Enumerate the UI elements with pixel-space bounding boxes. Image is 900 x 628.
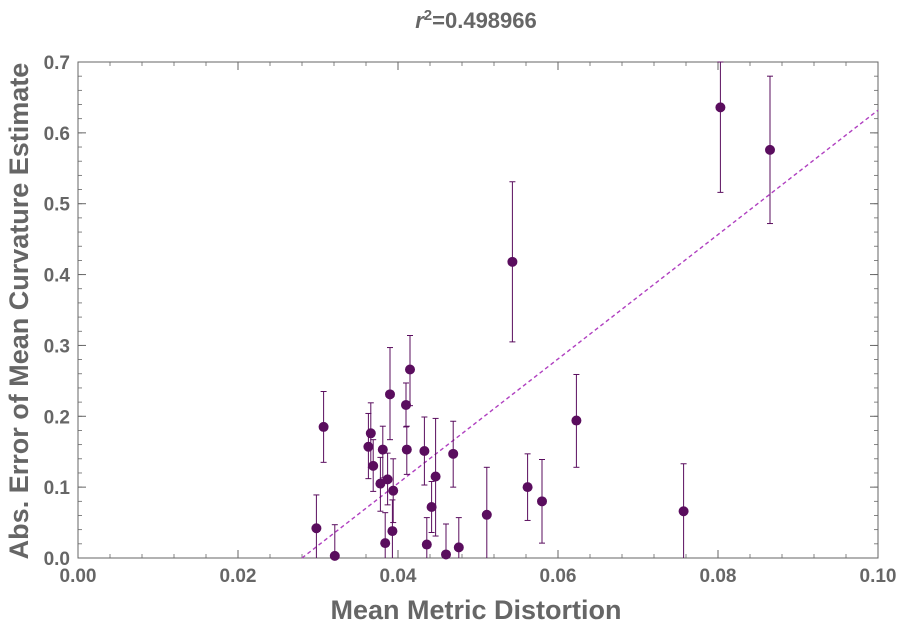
y-tick-label: 0.4 [44,266,71,287]
y-tick-label: 0.6 [44,124,70,145]
y-tick-label: 0.1 [44,478,71,499]
data-point [377,444,388,455]
data-point [426,501,437,512]
y-axis-label: Abs. Error of Mean Curvature Estimate [4,63,34,560]
data-point [571,415,582,426]
x-tick-label: 0.04 [380,566,417,587]
data-point [405,364,415,375]
plot-border [77,61,879,559]
data-point [481,509,492,520]
y-tick-label: 0.7 [44,53,70,74]
y-tick-label: 0.5 [44,195,71,216]
data-point [401,399,411,410]
plot-frame [77,61,879,559]
x-axis-ticks: 0.00 0.02 0.04 0.06 0.08 0.10 [60,62,897,587]
data-point [375,478,386,489]
y-tick-label: 0.0 [44,549,70,570]
fit-line-group [301,109,879,559]
x-tick-label: 0.08 [700,566,737,587]
fit-line [301,109,879,559]
data-point [421,539,432,550]
data-point [715,102,726,113]
data-point [765,144,775,155]
data-point [430,471,441,482]
data-point [522,482,533,493]
y-axis-ticks: 0.0 0.1 0.2 0.3 0.4 0.5 0.6 0.7 [44,53,878,570]
chart-title: r2=0.498966 [415,7,537,33]
x-tick-label: 0.10 [860,566,897,587]
data-point [365,428,376,439]
x-axis-label: Mean Metric Distortion [330,595,621,625]
x-tick-label: 0.02 [220,566,257,587]
data-point [318,421,329,432]
data-point [507,256,518,267]
x-tick-label: 0.00 [60,566,97,587]
data-point [368,460,379,471]
data-point [419,446,430,457]
chart-title-var: r [415,8,425,33]
data-point [453,542,464,553]
data-point [441,549,451,560]
y-tick-label: 0.2 [44,407,70,428]
data-point [382,474,393,485]
data-points [311,102,775,561]
data-point [329,550,340,561]
data-point [448,448,459,459]
data-point [363,441,374,452]
data-point [387,526,398,537]
chart-title-sup: 2 [424,7,432,24]
data-point [380,538,391,549]
data-point [385,389,395,400]
data-point [388,485,399,496]
data-point [311,523,322,534]
y-tick-label: 0.3 [44,336,70,357]
data-point [537,496,547,507]
x-tick-label: 0.06 [540,566,577,587]
data-point [678,506,689,517]
data-point [401,444,412,455]
chart-title-value: =0.498966 [432,8,537,33]
